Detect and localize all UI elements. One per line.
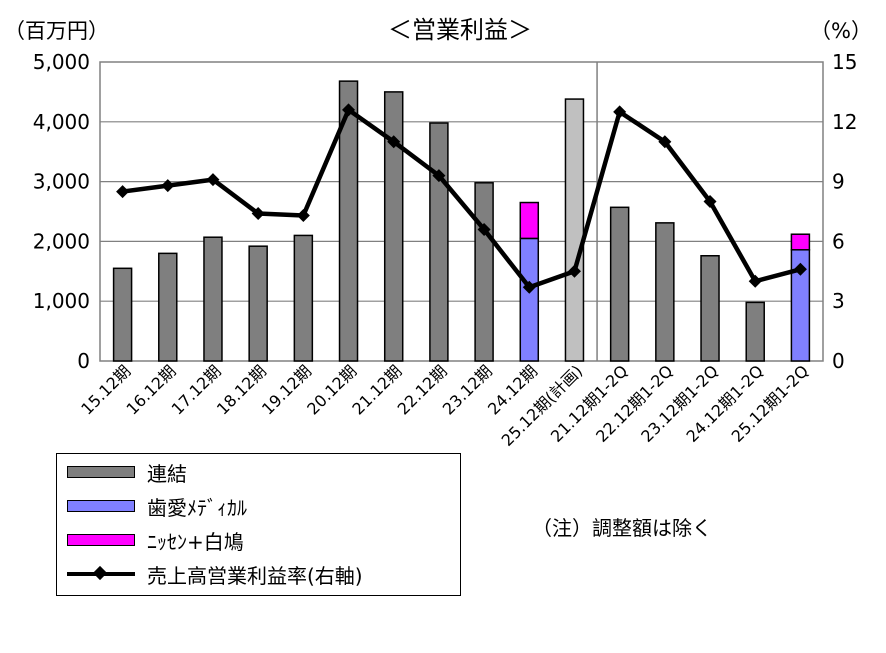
bar [338, 80, 359, 362]
bar [474, 182, 494, 362]
bar [655, 222, 675, 362]
bar [564, 98, 585, 362]
legend-label: ﾆｯｾﾝ+白鳩 [147, 529, 244, 554]
x-tick-label: 23.12期 [439, 361, 496, 418]
left-tick-label: 3,000 [33, 170, 90, 194]
bar [112, 267, 133, 362]
bar [158, 252, 178, 362]
legend-swatch-blue [67, 500, 135, 512]
bar [203, 236, 223, 362]
left-tick-label: 5,000 [33, 50, 90, 74]
legend-label: 歯愛ﾒﾃﾞｨｶﾙ [147, 495, 247, 520]
x-tick-label: 17.12期 [168, 361, 225, 418]
bar [700, 255, 720, 362]
legend-swatch-magenta [67, 534, 135, 546]
x-tick-label: 22.12期 [394, 361, 451, 418]
data-point [206, 173, 220, 187]
data-point [477, 222, 491, 236]
data-point [522, 280, 536, 294]
profit-margin-line [116, 103, 807, 294]
left-axis-ticks: 0 1,000 2,000 3,000 4,000 5,000 [33, 50, 90, 373]
data-point [161, 179, 175, 193]
legend-item-consolidated: 連結 [67, 457, 187, 487]
right-tick-label: 6 [832, 229, 845, 253]
bar [609, 206, 630, 362]
data-point [251, 206, 265, 220]
legend: 連結 歯愛ﾒﾃﾞｨｶﾙ ﾆｯｾﾝ+白鳩 売上高営業利益率(右軸) [56, 453, 461, 596]
bar [745, 301, 765, 362]
right-tick-label: 0 [832, 349, 845, 373]
data-point [432, 169, 446, 183]
data-point [613, 105, 627, 119]
bars [112, 80, 811, 362]
x-tick-label: 19.12期 [258, 361, 315, 418]
left-axis-unit: （百万円） [4, 19, 109, 43]
data-point [793, 262, 807, 276]
legend-label: 売上高営業利益率(右軸) [147, 563, 363, 588]
right-tick-label: 12 [832, 110, 857, 134]
x-axis-labels: 15.12期16.12期17.12期18.12期19.12期20.12期21.1… [77, 361, 812, 450]
right-tick-label: 9 [832, 170, 845, 194]
x-tick-label: 18.12期 [213, 361, 270, 418]
right-axis-unit: （%） [810, 19, 872, 43]
left-tick-label: 4,000 [33, 110, 90, 134]
bar [790, 233, 811, 251]
left-tick-label: 2,000 [33, 229, 90, 253]
left-tick-label: 0 [77, 349, 90, 373]
footnote: （注）調整額は除く [532, 516, 712, 540]
data-point [296, 208, 310, 222]
right-tick-label: 15 [832, 50, 857, 74]
bar [293, 234, 314, 362]
right-axis-ticks: 0 3 6 9 12 15 [832, 50, 857, 373]
bar [248, 245, 268, 362]
bar [519, 237, 540, 362]
x-tick-label: 21.12期 [348, 361, 405, 418]
data-point [703, 195, 717, 209]
legend-item-ci-medical: 歯愛ﾒﾃﾞｨｶﾙ [67, 491, 247, 521]
margin-line-path [122, 107, 801, 290]
left-tick-label: 1,000 [33, 289, 90, 313]
data-point [658, 135, 672, 149]
data-point [387, 135, 401, 149]
data-point [342, 103, 356, 117]
legend-line-marker [67, 565, 135, 581]
legend-item-nissen-shirohato: ﾆｯｾﾝ+白鳩 [67, 525, 244, 555]
legend-swatch-gray [67, 466, 135, 478]
right-tick-label: 3 [832, 289, 845, 313]
legend-label: 連結 [147, 461, 187, 486]
x-tick-label: 16.12期 [122, 361, 179, 418]
bar [383, 91, 404, 362]
data-point [748, 274, 762, 288]
legend-item-margin-line: 売上高営業利益率(右軸) [67, 559, 363, 589]
data-point [567, 264, 581, 278]
data-point [116, 185, 130, 199]
x-tick-label: 20.12期 [303, 361, 360, 418]
chart-title: ＜営業利益＞ [388, 16, 532, 44]
bar [519, 201, 540, 240]
bar [429, 122, 449, 362]
